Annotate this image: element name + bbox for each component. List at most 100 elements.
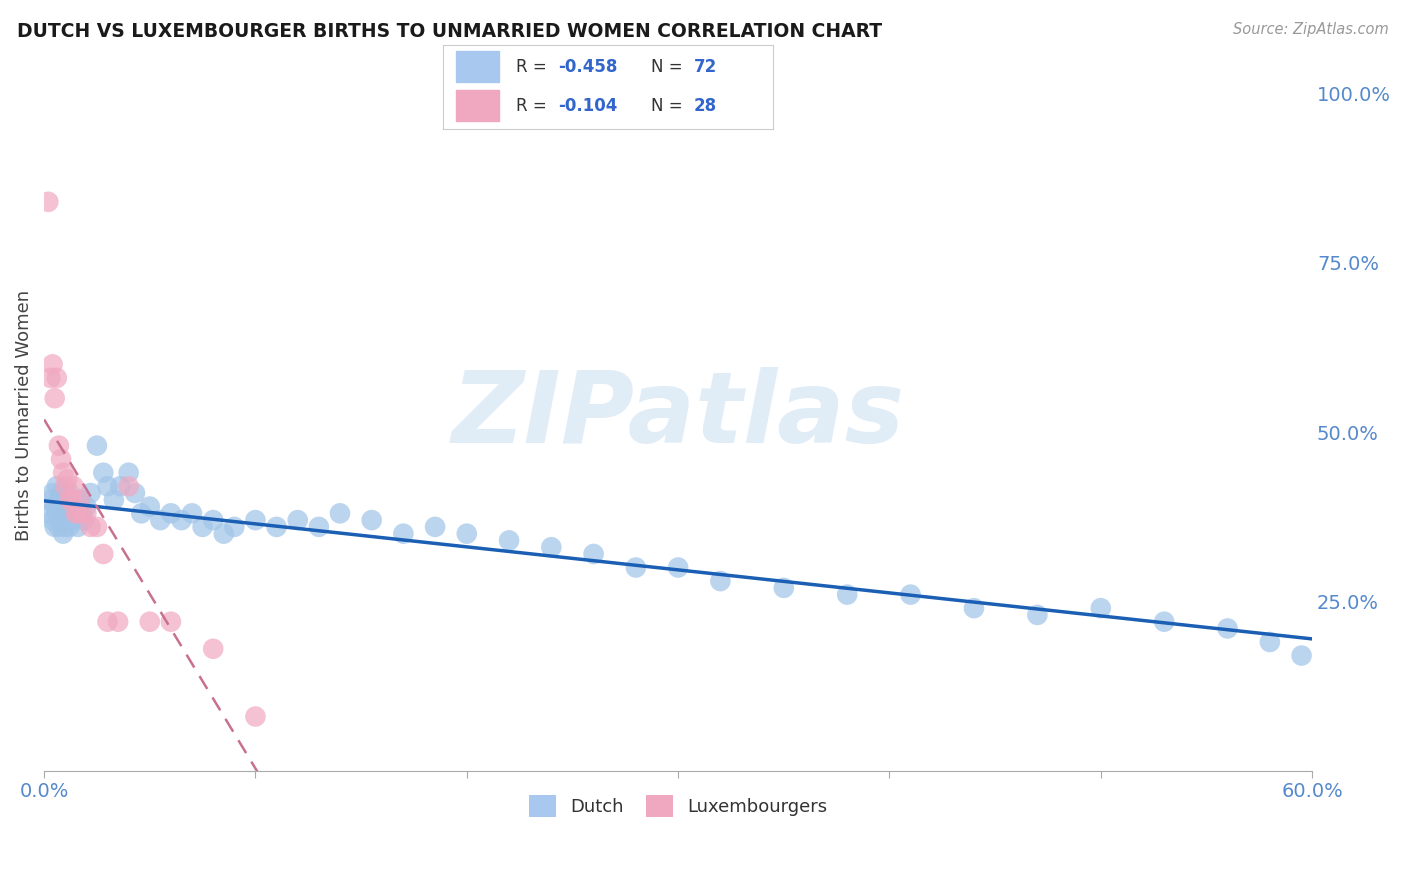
Point xyxy=(212,526,235,541)
Point xyxy=(66,520,89,534)
Point xyxy=(56,473,79,487)
Point xyxy=(66,506,89,520)
Point xyxy=(160,506,183,520)
Point xyxy=(202,513,225,527)
Text: 28: 28 xyxy=(695,96,717,114)
Point xyxy=(1258,635,1281,649)
Point xyxy=(62,479,84,493)
Point xyxy=(41,357,63,371)
Point xyxy=(107,615,129,629)
Point xyxy=(837,588,859,602)
Point xyxy=(96,479,118,493)
Text: -0.458: -0.458 xyxy=(558,58,617,76)
Point xyxy=(49,513,72,527)
Point xyxy=(79,486,101,500)
Point xyxy=(329,506,352,520)
Point xyxy=(37,194,59,209)
Text: N =: N = xyxy=(651,96,688,114)
Point xyxy=(117,466,139,480)
Point xyxy=(900,588,922,602)
Point xyxy=(37,506,59,520)
Point xyxy=(53,520,76,534)
Point xyxy=(75,500,97,514)
Point xyxy=(65,506,87,520)
Text: DUTCH VS LUXEMBOURGER BIRTHS TO UNMARRIED WOMEN CORRELATION CHART: DUTCH VS LUXEMBOURGER BIRTHS TO UNMARRIE… xyxy=(17,22,882,41)
Point xyxy=(1090,601,1112,615)
Point xyxy=(73,513,96,527)
Point xyxy=(52,506,75,520)
Point xyxy=(69,492,91,507)
Point xyxy=(39,492,62,507)
Point xyxy=(44,520,66,534)
Point xyxy=(96,615,118,629)
Point xyxy=(49,452,72,467)
Point xyxy=(266,520,288,534)
Text: N =: N = xyxy=(651,58,688,76)
Text: 72: 72 xyxy=(695,58,717,76)
Point xyxy=(52,526,75,541)
Point xyxy=(56,513,79,527)
Point xyxy=(1026,607,1049,622)
Point xyxy=(1291,648,1313,663)
Point xyxy=(245,513,267,527)
Text: ZIPatlas: ZIPatlas xyxy=(451,367,904,464)
Point xyxy=(41,513,63,527)
Point xyxy=(149,513,172,527)
Point xyxy=(53,479,76,493)
Point xyxy=(1216,622,1239,636)
Point xyxy=(582,547,605,561)
Point xyxy=(963,601,986,615)
Bar xyxy=(456,90,499,120)
Point xyxy=(131,506,153,520)
Point xyxy=(53,492,76,507)
Point xyxy=(48,439,70,453)
Point xyxy=(103,492,125,507)
Point xyxy=(191,520,214,534)
Point xyxy=(60,500,83,514)
Point xyxy=(91,466,114,480)
Point xyxy=(69,492,91,507)
Point xyxy=(58,486,80,500)
Point xyxy=(56,506,79,520)
Point xyxy=(666,560,689,574)
Point xyxy=(86,520,108,534)
Point xyxy=(79,520,101,534)
Point xyxy=(70,506,93,520)
Point xyxy=(772,581,794,595)
Point xyxy=(70,506,93,520)
Point xyxy=(49,486,72,500)
Point xyxy=(65,506,87,520)
Text: Source: ZipAtlas.com: Source: ZipAtlas.com xyxy=(1233,22,1389,37)
Point xyxy=(170,513,193,527)
Point xyxy=(540,540,562,554)
Point xyxy=(75,506,97,520)
Point xyxy=(160,615,183,629)
Point xyxy=(58,492,80,507)
Point xyxy=(48,492,70,507)
Y-axis label: Births to Unmarried Women: Births to Unmarried Women xyxy=(15,290,32,541)
Point xyxy=(139,500,162,514)
Point xyxy=(45,371,67,385)
Point xyxy=(48,520,70,534)
Point xyxy=(117,479,139,493)
Point xyxy=(287,513,309,527)
Point xyxy=(124,486,146,500)
Point xyxy=(245,709,267,723)
Point xyxy=(58,520,80,534)
Point xyxy=(60,492,83,507)
Point xyxy=(60,506,83,520)
Point xyxy=(202,641,225,656)
Point xyxy=(86,439,108,453)
Point xyxy=(41,486,63,500)
Point xyxy=(392,526,415,541)
Point xyxy=(44,391,66,405)
Point xyxy=(62,513,84,527)
Point xyxy=(91,547,114,561)
Point xyxy=(224,520,246,534)
Point xyxy=(44,500,66,514)
Point xyxy=(360,513,382,527)
Point xyxy=(624,560,647,574)
Point xyxy=(1153,615,1175,629)
Text: R =: R = xyxy=(516,58,551,76)
Point xyxy=(308,520,330,534)
